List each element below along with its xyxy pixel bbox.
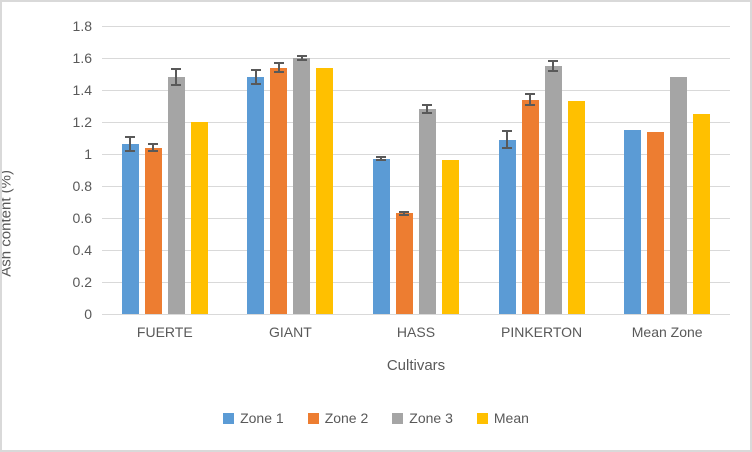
legend-item-zone-3: Zone 3 [392,410,453,426]
gridline [102,314,730,315]
bar-group-mean-zone [604,26,730,314]
gridline [102,58,730,59]
x-category-label: Mean Zone [631,324,703,340]
gridline [102,186,730,187]
bar-zone-2 [144,142,162,314]
bar-mean [567,101,585,314]
y-tick-label: 1.4 [72,82,92,98]
y-tick-label: 1.6 [72,50,92,66]
bar-zone-1 [498,130,516,314]
gridline [102,218,730,219]
bar-group-fuerte [102,26,228,314]
bar-zone-3 [544,59,562,314]
y-tick-label: 0.4 [72,242,92,258]
bar-zone-2 [270,62,288,314]
error-bar [525,93,536,107]
legend-swatch-icon [307,412,319,424]
error-bar [296,54,307,62]
gridline [102,26,730,27]
bar-mean [693,114,711,314]
error-bar [148,142,159,153]
error-bar [250,69,261,86]
gridline [102,250,730,251]
error-bar [376,156,387,162]
bar-zone-1 [121,136,139,314]
legend-label: Mean [493,410,529,426]
x-axis-title: Cultivars [386,357,446,374]
legend: Zone 1 Zone 2 Zone 3 Mean [2,410,750,426]
bar-mean [316,67,334,314]
gridline [102,90,730,91]
bar-zone-3 [418,104,436,314]
bar-mean [190,122,208,314]
legend-label: Zone 3 [409,410,453,426]
bar-zone-3 [167,68,185,314]
y-tick-label: 1 [84,146,92,162]
error-bar [273,62,284,74]
legend-swatch-icon [223,412,235,424]
x-category-label: FUERTE [136,324,193,340]
y-tick-label: 1.8 [72,18,92,34]
legend-item-zone-2: Zone 2 [307,410,369,426]
legend-swatch-icon [476,412,488,424]
bar-group-pinkerton [479,26,605,314]
x-category-labels: FUERTE GIANT HASS PINKERTON Mean Zone [102,324,730,340]
bar-zone-2 [395,210,413,314]
error-bar [171,68,182,86]
y-tick-label: 0.2 [72,274,92,290]
error-bar [502,130,513,150]
bar-zone-1 [247,69,265,314]
legend-item-mean: Mean [476,410,529,426]
bar-zone-2 [647,131,665,314]
error-bar [399,210,410,216]
bar-groups [102,26,730,314]
y-tick-label: 0.6 [72,210,92,226]
y-tick-label: 0.8 [72,178,92,194]
legend-swatch-icon [392,412,404,424]
legend-item-zone-1: Zone 1 [223,410,284,426]
legend-label: Zone 2 [324,410,369,426]
bar-group-giant [228,26,354,314]
bar-zone-2 [521,93,539,314]
bar-zone-1 [624,130,642,314]
x-category-label: PINKERTON [500,324,583,340]
bar-zone-1 [372,156,390,314]
bar-zone-3 [293,54,311,314]
bar-mean [441,160,459,314]
y-tick-label: 0 [84,306,92,322]
y-tick-label: 1.2 [72,114,92,130]
gridline [102,122,730,123]
legend-label: Zone 1 [240,410,284,426]
error-bar [422,104,433,114]
x-category-label: GIANT [269,324,312,340]
x-category-label: HASS [396,324,436,340]
error-bar [125,136,136,153]
gridline [102,154,730,155]
error-bar [548,59,559,73]
gridline [102,282,730,283]
bar-zone-3 [670,77,688,314]
plot-area [102,26,730,315]
bar-group-hass [353,26,479,314]
